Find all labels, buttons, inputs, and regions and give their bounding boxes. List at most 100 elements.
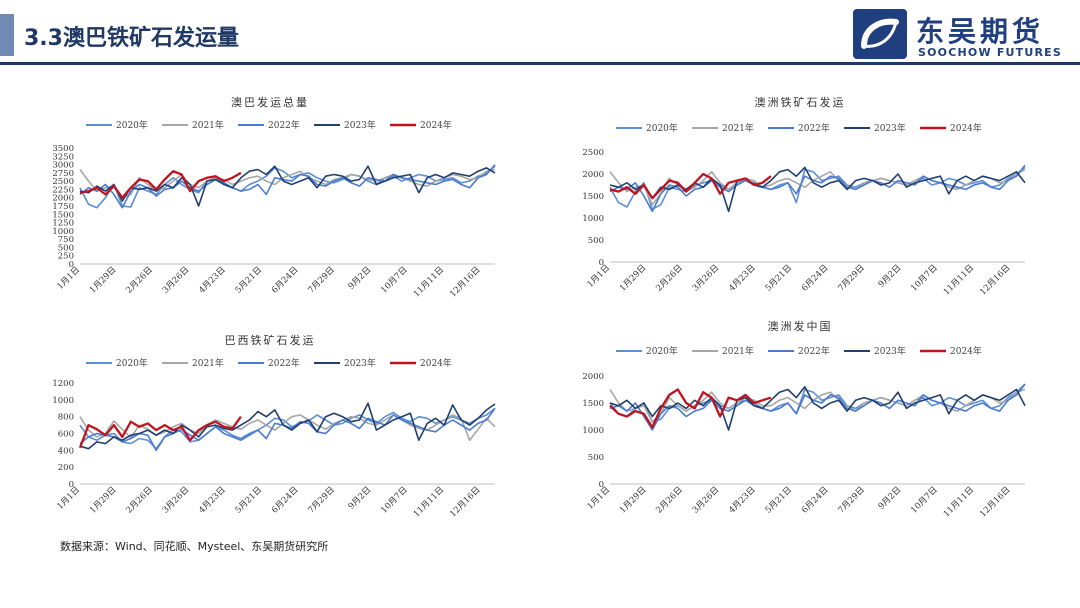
series-line (79, 165, 496, 209)
y-tick-label: 800 (58, 413, 74, 423)
legend-label: 2023年 (344, 357, 376, 369)
x-tick-label: 4月23日 (197, 265, 228, 296)
legend-label: 2023年 (874, 122, 906, 134)
legend-label: 2022年 (798, 122, 830, 134)
x-tick-label: 2月26日 (654, 485, 685, 516)
series-line (609, 386, 1026, 431)
y-tick-label: 1000 (582, 426, 604, 436)
series-line (79, 402, 496, 450)
x-tick-label: 12月16日 (448, 485, 482, 519)
y-tick-label: 500 (58, 243, 74, 253)
y-tick-label: 2250 (52, 185, 74, 195)
y-tick-label: 250 (58, 252, 74, 262)
x-tick-label: 5月21日 (764, 263, 795, 294)
y-tick-label: 0 (599, 258, 604, 268)
page-title: 3.3澳巴铁矿石发运量 (24, 26, 239, 51)
x-tick-label: 6月24日 (270, 485, 301, 516)
x-tick-label: 7月29日 (836, 485, 867, 516)
series-line (79, 165, 496, 207)
y-tick-label: 600 (58, 430, 74, 440)
x-tick-label: 3月26日 (161, 265, 192, 296)
legend-label: 2020年 (646, 345, 678, 357)
x-tick-label: 11月11日 (942, 485, 976, 519)
x-tick-label: 9月2日 (347, 485, 374, 512)
y-tick-label: 1750 (52, 202, 74, 212)
y-tick-label: 1500 (52, 210, 74, 220)
x-tick-label: 12月16日 (448, 265, 482, 299)
legend-label: 2020年 (646, 122, 678, 134)
y-tick-label: 1250 (52, 219, 74, 229)
x-tick-label: 5月21日 (764, 485, 795, 516)
legend-label: 2021年 (192, 119, 224, 131)
legend-label: 2024年 (950, 345, 982, 357)
chart-title: 澳洲铁矿石发运 (755, 95, 846, 109)
legend-label: 2020年 (116, 357, 148, 369)
x-tick-label: 10月7日 (909, 263, 940, 294)
y-tick-label: 3250 (52, 152, 74, 162)
y-tick-label: 750 (58, 235, 74, 245)
chart-legend: 2020年 2021年 2022年 2023年 2024年 (616, 122, 982, 134)
x-tick-label: 1月29日 (88, 485, 119, 516)
y-tick-label: 500 (588, 453, 604, 463)
x-tick-label: 7月29日 (306, 265, 337, 296)
legend-label: 2024年 (420, 357, 452, 369)
x-tick-label: 6月24日 (800, 263, 831, 294)
legend-label: 2023年 (874, 345, 906, 357)
x-tick-label: 10月7日 (379, 265, 410, 296)
x-tick-label: 6月24日 (800, 485, 831, 516)
series-line (609, 388, 1026, 423)
x-tick-label: 5月21日 (234, 485, 265, 516)
y-tick-label: 1500 (582, 399, 604, 409)
company-logo: 东吴期货 SOOCHOW FUTURES (852, 8, 1074, 62)
x-tick-label: 3月26日 (691, 485, 722, 516)
y-tick-label: 0 (69, 260, 74, 270)
x-tick-label: 9月2日 (877, 485, 904, 512)
y-tick-label: 400 (58, 446, 74, 456)
legend-label: 2023年 (344, 119, 376, 131)
series-line (79, 164, 496, 209)
y-tick-label: 1500 (582, 192, 604, 202)
x-tick-label: 5月21日 (234, 265, 265, 296)
x-tick-label: 4月23日 (727, 485, 758, 516)
y-tick-label: 2500 (582, 148, 604, 158)
y-tick-label: 2000 (582, 170, 604, 180)
logo-mark-icon (853, 9, 907, 59)
x-tick-label: 2月26日 (124, 485, 155, 516)
legend-label: 2021年 (722, 122, 754, 134)
chart-title: 澳巴发运总量 (231, 95, 309, 109)
x-tick-label: 10月7日 (379, 485, 410, 516)
series-line (79, 407, 496, 450)
chart-australia-shipments: 澳洲铁矿石发运 2020年 2021年 2022年 2023年 2024年 0 500 1000… (582, 95, 1026, 297)
series-line (609, 388, 772, 429)
header-rule (0, 62, 1080, 65)
chart-legend: 2020年 2021年 2022年 2023年 2024年 (616, 345, 982, 357)
series-line (609, 172, 772, 200)
series-line (609, 383, 1026, 423)
y-tick-label: 2000 (52, 194, 74, 204)
x-tick-label: 1月29日 (618, 263, 649, 294)
y-tick-label: 500 (588, 236, 604, 246)
chart-legend: 2020年 2021年 2022年 2023年 2024年 (86, 119, 452, 131)
y-tick-label: 1000 (52, 396, 74, 406)
y-tick-label: 1000 (52, 227, 74, 237)
chart-total-shipments: 澳巴发运总量 2020年 2021年 2022年 2023年 2024年 025050075… (52, 95, 496, 299)
x-tick-label: 1月29日 (618, 485, 649, 516)
series-line (79, 168, 496, 199)
logo-name-en: SOOCHOW FUTURES (918, 46, 1063, 59)
x-tick-label: 7月29日 (836, 263, 867, 294)
series-line (609, 383, 1026, 431)
x-tick-label: 2月26日 (124, 265, 155, 296)
x-tick-label: 3月26日 (691, 263, 722, 294)
chart-title: 澳洲发中国 (768, 319, 833, 333)
y-tick-label: 3000 (52, 161, 74, 171)
logo-name-cn: 东吴期货 (916, 15, 1045, 48)
y-tick-label: 3500 (52, 144, 74, 154)
legend-label: 2021年 (722, 345, 754, 357)
x-tick-label: 4月23日 (197, 485, 228, 516)
y-tick-label: 0 (599, 480, 604, 490)
legend-label: 2024年 (950, 122, 982, 134)
legend-label: 2024年 (420, 119, 452, 131)
data-source-note: 数据来源：Wind、同花顺、Mysteel、东吴期货研究所 (60, 540, 329, 553)
chart-brazil-shipments: 巴西铁矿石发运 2020年 2021年 2022年 2023年 2024年 0 200 400 6… (52, 333, 496, 519)
series-line (609, 164, 1026, 213)
